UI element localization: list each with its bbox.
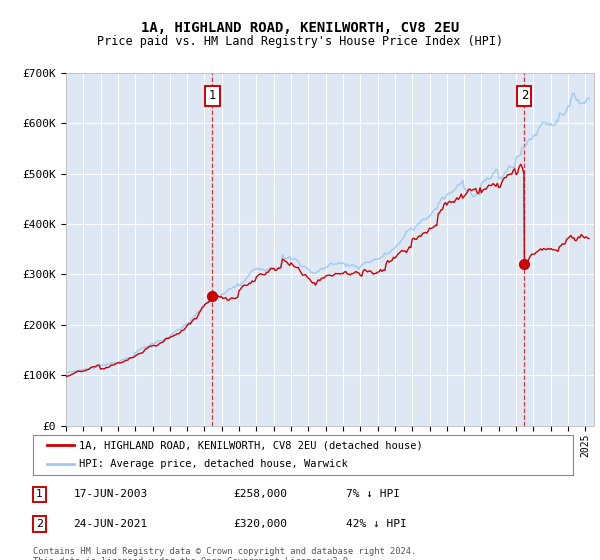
Text: 1: 1 (36, 489, 43, 500)
Text: £258,000: £258,000 (233, 489, 287, 500)
Text: 1A, HIGHLAND ROAD, KENILWORTH, CV8 2EU (detached house): 1A, HIGHLAND ROAD, KENILWORTH, CV8 2EU (… (79, 441, 422, 450)
Text: 2: 2 (36, 519, 43, 529)
Text: £320,000: £320,000 (233, 519, 287, 529)
Text: 7% ↓ HPI: 7% ↓ HPI (346, 489, 400, 500)
Text: 42% ↓ HPI: 42% ↓ HPI (346, 519, 407, 529)
Text: Price paid vs. HM Land Registry's House Price Index (HPI): Price paid vs. HM Land Registry's House … (97, 35, 503, 48)
Text: 17-JUN-2003: 17-JUN-2003 (74, 489, 148, 500)
Text: 1: 1 (209, 89, 216, 102)
Text: Contains HM Land Registry data © Crown copyright and database right 2024.
This d: Contains HM Land Registry data © Crown c… (33, 547, 416, 560)
Text: HPI: Average price, detached house, Warwick: HPI: Average price, detached house, Warw… (79, 459, 347, 469)
Text: 1A, HIGHLAND ROAD, KENILWORTH, CV8 2EU: 1A, HIGHLAND ROAD, KENILWORTH, CV8 2EU (141, 21, 459, 35)
Text: 24-JUN-2021: 24-JUN-2021 (74, 519, 148, 529)
Text: 2: 2 (521, 89, 528, 102)
